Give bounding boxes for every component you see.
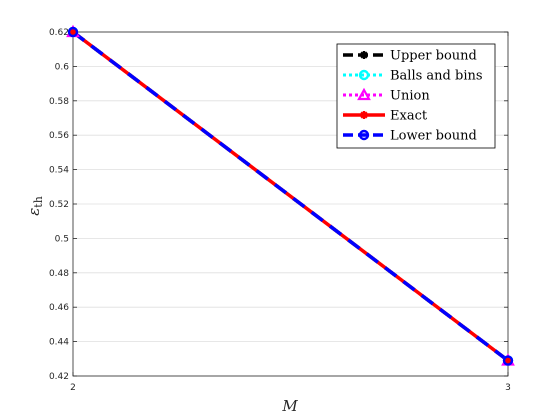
series-5-point	[67, 26, 79, 38]
x-tick-label: 2	[70, 383, 76, 393]
y-axis-label-main: ε	[25, 208, 43, 216]
series-4-point	[69, 28, 77, 36]
legend-marker-1	[360, 51, 368, 59]
y-axis-label: εth	[25, 196, 45, 216]
legend-marker-3	[357, 87, 371, 101]
legend-marker-2	[358, 69, 370, 81]
ticks-layer: 0.42 0.44 0.46 0.48 0.5 0.52 0.54 0.56 0.58 0.6 0.…	[49, 28, 511, 393]
y-tick-label: 0.62	[49, 28, 69, 38]
y-tick-label: 0.48	[49, 269, 69, 279]
legend-marker-4-stroke	[360, 111, 368, 119]
legend-marker-2-shape	[358, 69, 370, 81]
series-5-point-shape	[502, 355, 514, 366]
legend-marker-5-shape	[358, 129, 370, 141]
y-tick-label: 0.58	[49, 97, 69, 107]
legend-label-4: Exact	[390, 109, 428, 124]
y-tick-label: 0.54	[49, 166, 69, 176]
y-tick-label: 0.52	[49, 200, 69, 210]
series-5-point-shape	[67, 26, 79, 38]
legend-label-2: Balls and bins	[390, 69, 483, 84]
series-5-point	[502, 355, 514, 366]
series-4-point-stroke	[69, 28, 77, 36]
legend-label-3: Union	[390, 89, 430, 104]
x-axis-label: M	[281, 397, 298, 415]
series-line-4	[71, 30, 510, 362]
legend: Upper bound Balls and bins Union Exact Lower…	[336, 43, 496, 149]
y-axis-label-sub: th	[32, 196, 45, 208]
legend-items: Upper bound Balls and bins Union Exact Lower…	[343, 49, 483, 144]
series-layer	[71, 30, 510, 362]
legend-marker-5	[358, 129, 370, 141]
y-tick-label: 0.42	[49, 372, 69, 382]
x-tick-label: 3	[505, 383, 511, 393]
y-tick-label: 0.6	[55, 62, 70, 72]
marker-layer	[66, 24, 515, 366]
legend-marker-1-stroke	[360, 51, 368, 59]
y-tick-label: 0.46	[49, 303, 69, 313]
series-4-point-stroke	[504, 356, 512, 365]
y-tick-label: 0.56	[49, 131, 69, 141]
legend-marker-4	[360, 111, 368, 119]
series-4-point	[504, 356, 512, 365]
legend-label-5: Lower bound	[390, 129, 477, 144]
y-tick-label: 0.5	[55, 234, 69, 244]
legend-marker-3-shape	[357, 87, 371, 101]
legend-label-1: Upper bound	[390, 49, 477, 64]
y-tick-label: 0.44	[49, 338, 69, 348]
